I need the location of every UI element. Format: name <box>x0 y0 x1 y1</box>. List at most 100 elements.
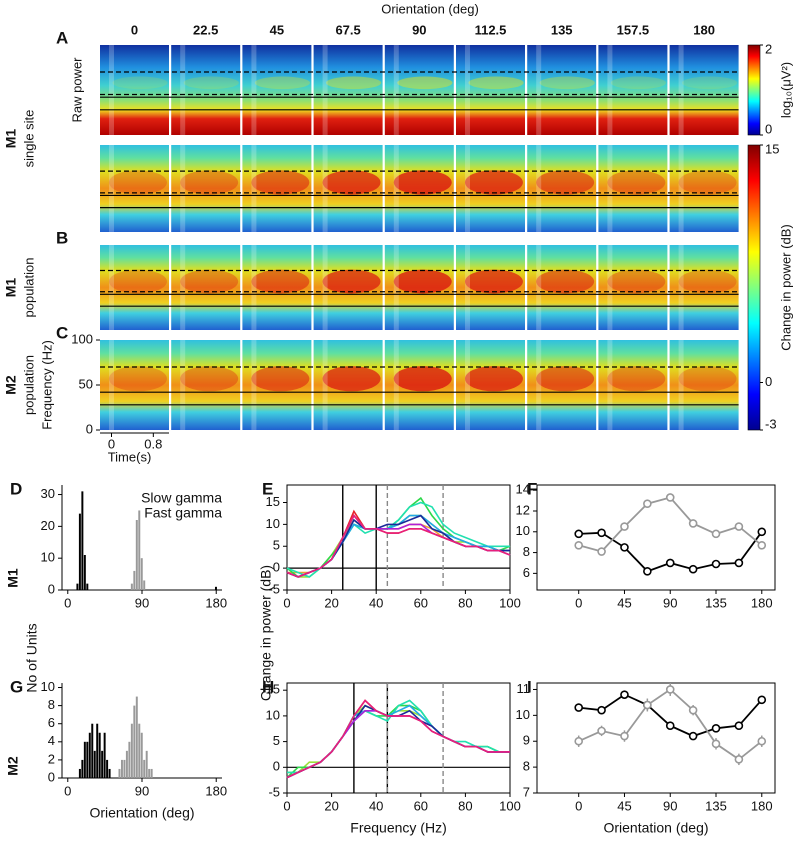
spectrogram-panel <box>171 245 241 330</box>
y-tick-label: 8 <box>48 697 55 712</box>
spectrogram-panel <box>598 145 668 232</box>
spectrogram-band <box>464 269 523 294</box>
stimulus-onset <box>322 340 328 430</box>
stimulus-onset <box>465 145 470 232</box>
histogram-bar <box>135 520 138 590</box>
histogram-bar <box>108 768 111 778</box>
y-tick-label: 10 <box>266 707 280 722</box>
spectrogram-band <box>678 170 737 195</box>
spectrogram-band <box>607 269 666 294</box>
spectrogram-band <box>183 76 239 90</box>
spectrogram-panel <box>171 340 241 430</box>
data-point <box>665 558 675 568</box>
y-tick-label: 2 <box>48 751 55 766</box>
x-tick-label: 0 <box>64 783 71 798</box>
data-point <box>574 703 584 712</box>
stimulus-onset <box>251 145 257 232</box>
spectrogram-panel <box>527 45 597 135</box>
orientation-label: 180 <box>693 22 715 37</box>
stimulus-onset <box>180 45 186 135</box>
spectrogram-panel <box>384 45 454 135</box>
y-tick-label: 6 <box>523 565 530 580</box>
spectrogram-band <box>678 366 737 392</box>
y-tick-label: 10 <box>266 516 280 531</box>
orientation-label: 67.5 <box>335 22 360 37</box>
y-tick-label: 9 <box>523 733 530 748</box>
y-tick-label: 10 <box>516 707 530 722</box>
y-tick-label: 11 <box>517 681 531 696</box>
data-point <box>688 705 698 715</box>
stimulus-onset <box>678 45 684 135</box>
x-tick-label: 20 <box>324 595 338 610</box>
spectrogram-band <box>536 366 595 392</box>
x-tick-label: 45 <box>617 595 631 610</box>
y-tick-label: 0 <box>273 560 280 575</box>
legend-entry: Slow gamma <box>141 490 222 506</box>
histogram-bar <box>140 558 143 590</box>
spectrogram-band <box>607 366 666 392</box>
spectrogram-band <box>610 76 667 90</box>
stimulus-onset <box>180 245 186 330</box>
y-tick-label: 0 <box>86 421 93 436</box>
spectrogram-panel <box>100 340 169 430</box>
spectrogram-band <box>254 76 311 90</box>
data-point <box>574 540 584 550</box>
x-tick-label: 135 <box>705 798 727 813</box>
group-sublabel: population <box>21 258 36 318</box>
data-point <box>665 721 675 731</box>
y-tick-label: 50 <box>79 376 93 391</box>
spectrogram-panel <box>669 45 739 135</box>
histogram-bar <box>93 750 96 778</box>
orientation-label: 90 <box>412 22 426 37</box>
group-sublabel: population <box>21 355 36 415</box>
orientation-label: 157.5 <box>617 22 650 37</box>
spectrogram-band <box>397 76 453 90</box>
x-tick-label: 45 <box>617 798 631 813</box>
histogram-bar <box>96 723 99 778</box>
data-point <box>574 529 584 539</box>
x-tick-label: 0.8 <box>144 436 162 451</box>
x-tick-label: 180 <box>205 595 227 610</box>
y-tick-label: 0 <box>48 581 55 596</box>
data-point <box>620 543 629 552</box>
stimulus-onset <box>465 45 470 135</box>
histogram-bar <box>76 583 79 590</box>
y-tick-label: 100 <box>71 331 93 346</box>
histogram-bar <box>81 759 84 778</box>
orientation-label: 135 <box>551 22 573 37</box>
spectrogram-band <box>112 76 168 90</box>
stimulus-onset <box>678 245 684 330</box>
y-tick-label: 0 <box>48 769 55 784</box>
stimulus-onset <box>180 340 186 430</box>
row-label: M2 <box>5 756 21 776</box>
histogram-bar <box>98 732 101 778</box>
plot-frame <box>286 682 511 794</box>
y-axis-label: No of Units <box>24 623 40 692</box>
data-point <box>757 736 767 746</box>
histogram-bar <box>125 750 128 778</box>
stimulus-onset <box>536 45 542 135</box>
spectrogram-panel <box>669 145 739 232</box>
spectrogram-band <box>464 366 523 392</box>
panel-letter: F <box>527 479 537 498</box>
colorbar-label: log₁₀(μV²) <box>778 62 793 118</box>
colorbar-tick-label: -3 <box>765 416 777 431</box>
panel-letter: H <box>262 677 274 696</box>
stimulus-onset <box>465 340 470 430</box>
spectrogram-band <box>607 170 666 195</box>
stimulus-onset <box>251 245 257 330</box>
data-point <box>597 528 606 538</box>
y-tick-label: 15 <box>266 682 280 697</box>
data-point <box>643 499 652 509</box>
y-tick-label: 7 <box>523 784 530 799</box>
spectrogram-band <box>108 366 167 392</box>
y-tick-label: 20 <box>41 518 55 533</box>
stimulus-onset <box>678 145 684 232</box>
data-point <box>757 540 767 550</box>
spectrogram-panel <box>598 340 668 430</box>
stimulus-onset <box>607 45 613 135</box>
spectrogram-panel <box>669 340 739 430</box>
spectrogram-band <box>393 366 452 392</box>
histogram-bar <box>148 768 151 778</box>
